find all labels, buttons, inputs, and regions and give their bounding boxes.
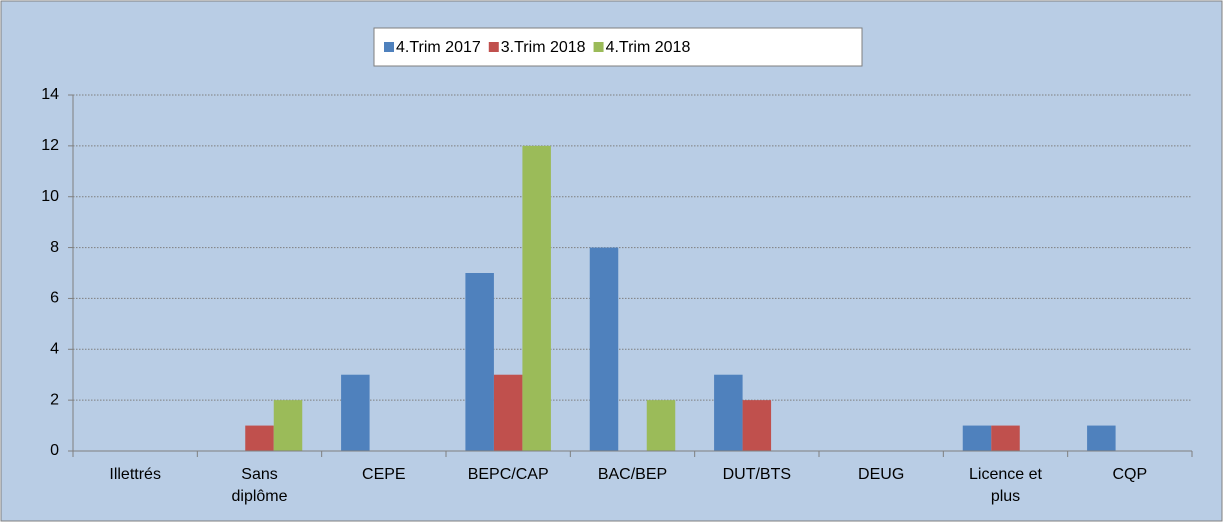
y-tick-label: 10 bbox=[41, 188, 59, 205]
legend-swatch bbox=[593, 42, 604, 52]
bar bbox=[991, 425, 1020, 451]
y-tick-label: 14 bbox=[41, 86, 59, 103]
y-tick-label: 0 bbox=[50, 442, 59, 459]
x-tick-label: Illettrés bbox=[109, 466, 161, 483]
bar bbox=[962, 425, 992, 451]
legend-label: 4.Trim 2018 bbox=[606, 39, 691, 56]
y-tick-label: 2 bbox=[50, 391, 59, 408]
x-tick-label: DUT/BTS bbox=[723, 466, 791, 483]
legend-swatch bbox=[488, 42, 499, 52]
bar bbox=[589, 247, 619, 451]
bar bbox=[245, 425, 274, 451]
x-tick-label: BEPC/CAP bbox=[468, 466, 549, 483]
x-tick-label: DEUG bbox=[858, 466, 904, 483]
legend-box bbox=[373, 27, 863, 67]
bar bbox=[493, 374, 523, 451]
legend-label: 3.Trim 2018 bbox=[501, 39, 586, 56]
y-tick-label: 12 bbox=[41, 137, 59, 154]
legend-swatch bbox=[384, 42, 394, 52]
x-tick-label: Licence et plus bbox=[969, 466, 1042, 505]
bar bbox=[522, 145, 551, 451]
y-tick-label: 4 bbox=[50, 341, 59, 358]
y-tick-label: 8 bbox=[50, 239, 59, 256]
bar bbox=[646, 400, 676, 451]
bar bbox=[742, 400, 772, 451]
legend-label: 4.Trim 2017 bbox=[396, 39, 481, 56]
y-tick-label: 6 bbox=[50, 290, 59, 307]
x-tick-label: CQP bbox=[1112, 466, 1147, 483]
x-tick-label: Sans diplôme bbox=[231, 466, 287, 505]
bar bbox=[1087, 425, 1116, 451]
bar bbox=[273, 400, 303, 451]
x-tick-label: BAC/BEP bbox=[598, 466, 667, 483]
bar bbox=[341, 374, 370, 451]
bar bbox=[714, 374, 743, 451]
legend: 4.Trim 2017 3.Trim 2018 4.Trim 2018 bbox=[373, 27, 863, 67]
bar bbox=[465, 273, 494, 451]
x-tick-label: CEPE bbox=[362, 466, 406, 483]
